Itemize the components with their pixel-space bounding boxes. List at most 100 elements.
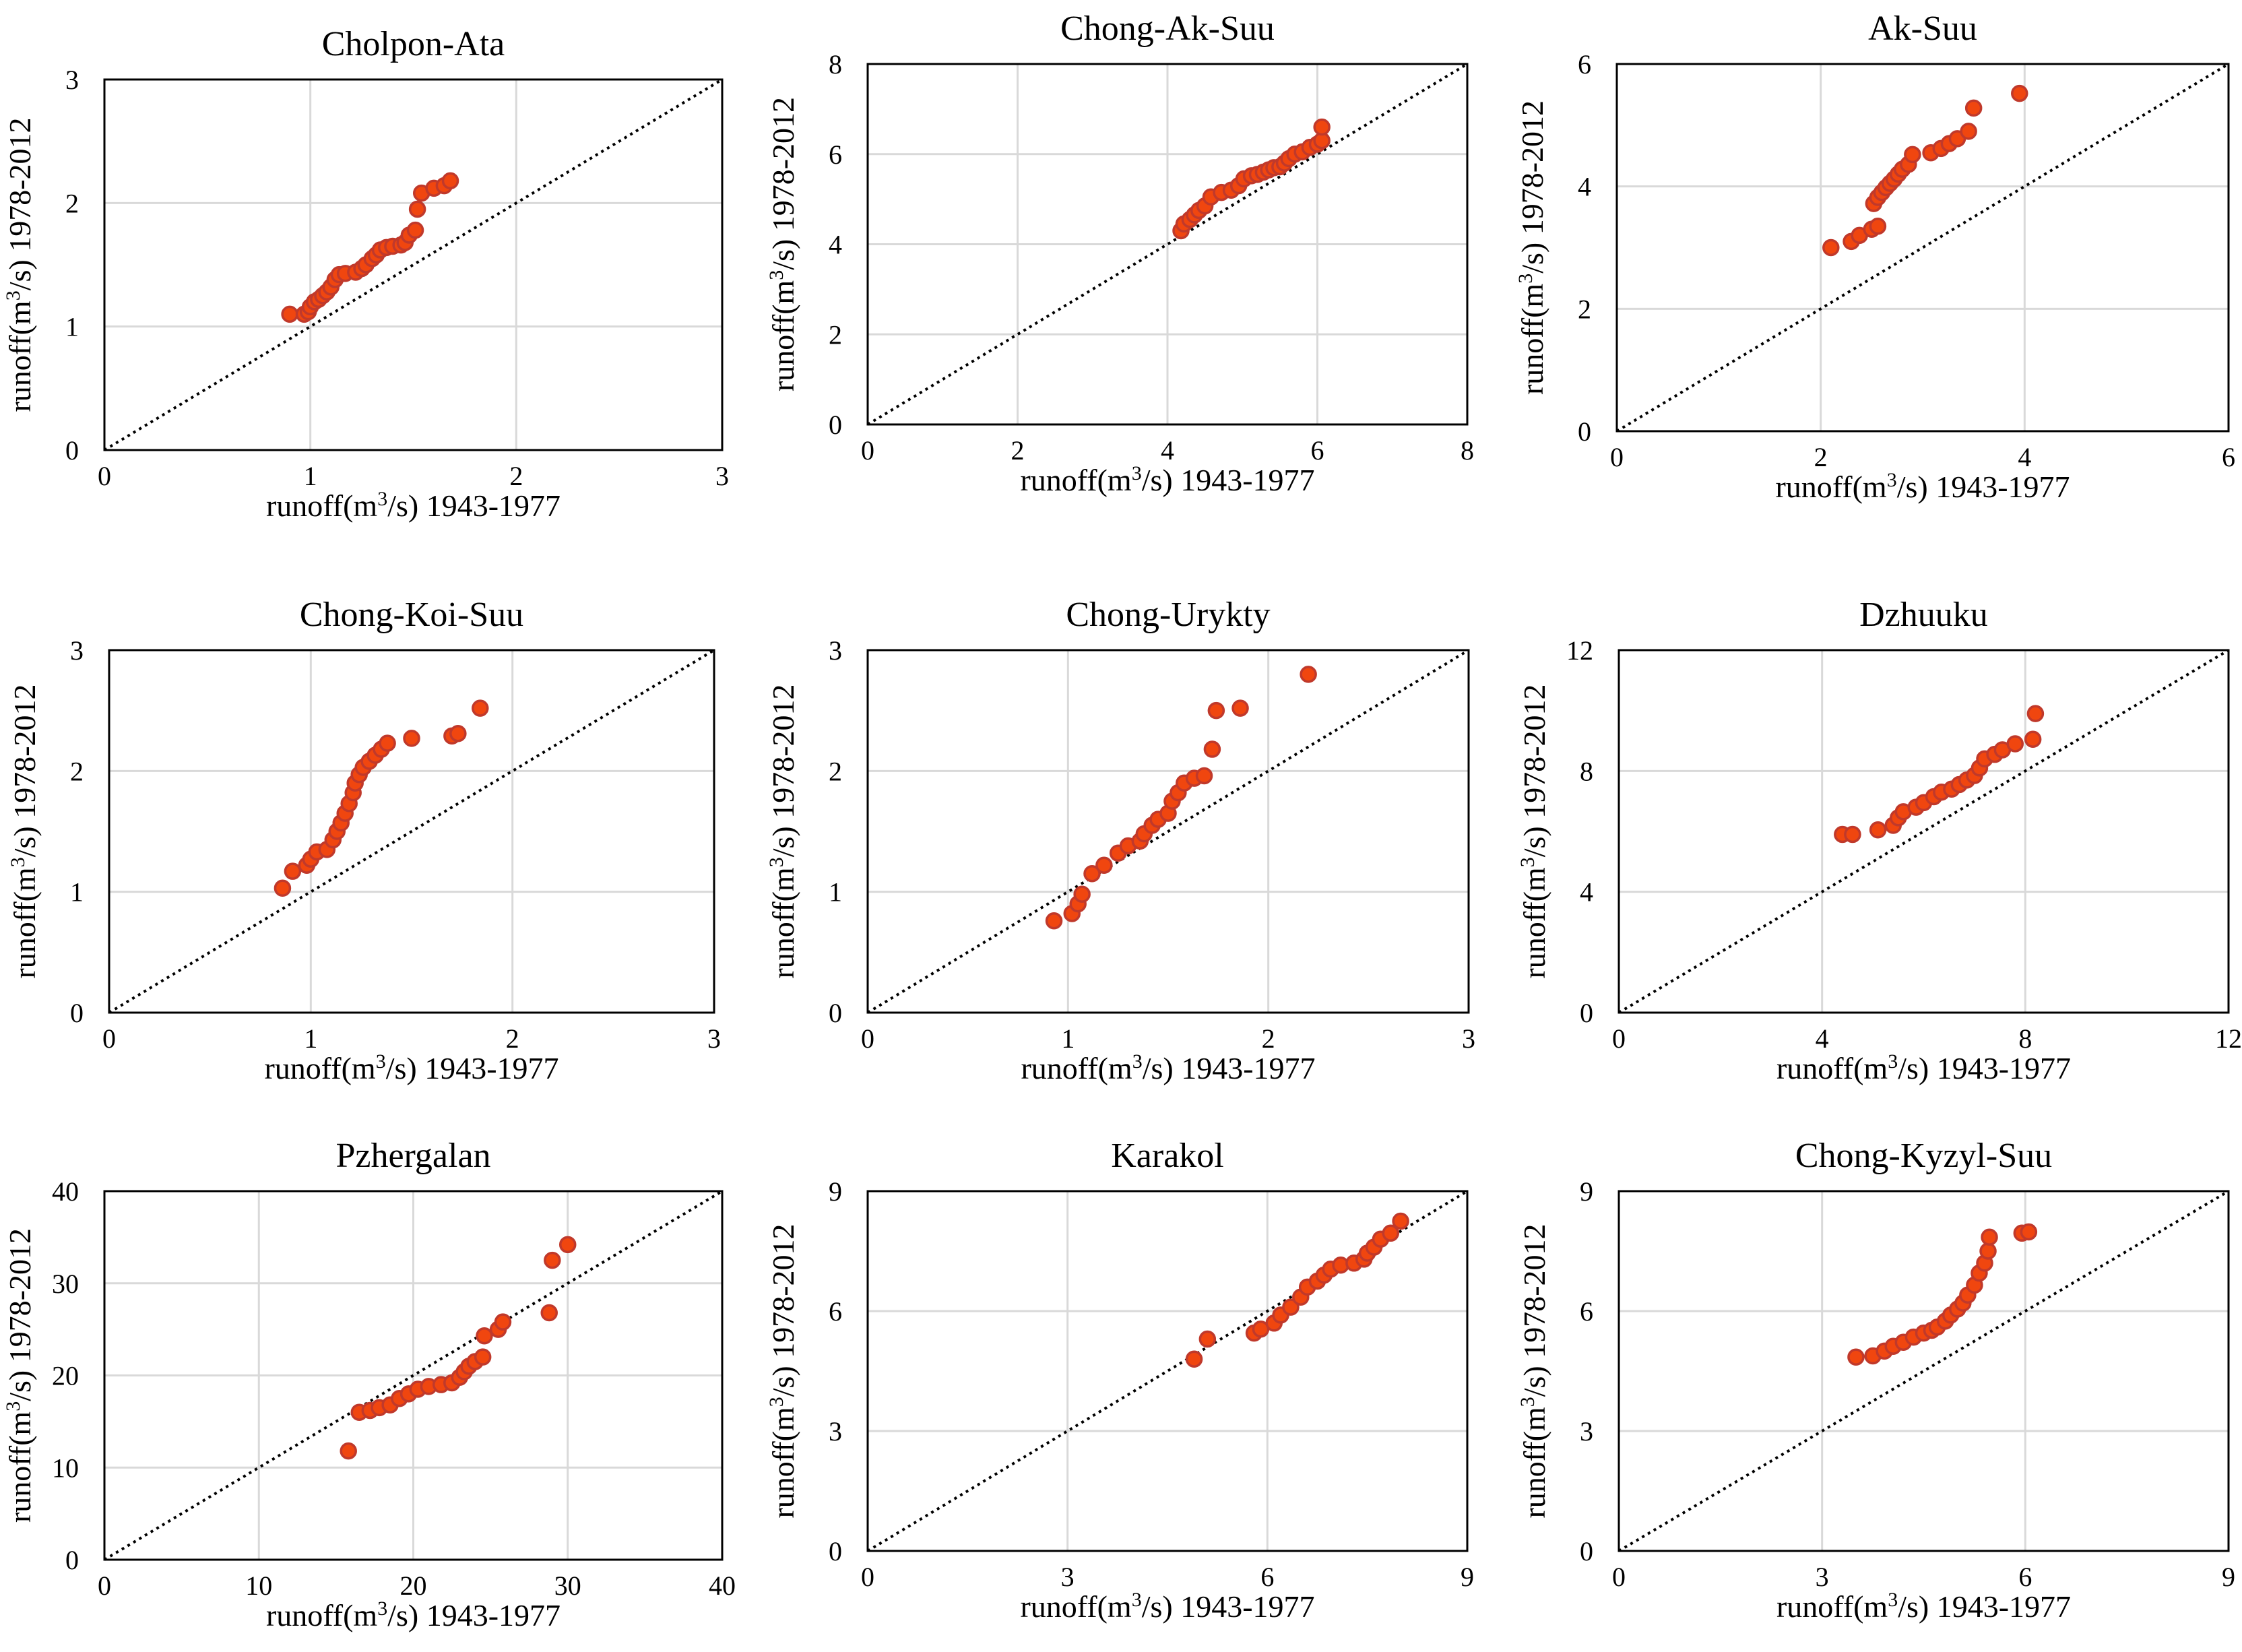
data-point [1300, 666, 1317, 683]
data-point [406, 221, 424, 239]
plot-frame [103, 1190, 724, 1561]
chart-title: Pzhergalan [335, 1137, 490, 1175]
x-tick-label: 2 [1814, 442, 1828, 472]
data-point [1095, 856, 1113, 874]
x-axis-label: runoff(m3/s) 1943-1977 [1775, 469, 2070, 504]
y-tick-label: 0 [1580, 1536, 1593, 1566]
x-tick-label: 4 [1816, 1023, 1829, 1054]
x-tick-label: 2 [509, 461, 523, 491]
x-tick-label: 0 [98, 461, 111, 491]
chart-title: Chong-Koi-Suu [300, 596, 523, 634]
x-tick-label: 0 [861, 1562, 874, 1592]
x-tick-label: 1 [304, 1023, 317, 1054]
x-tick-label: 0 [102, 1023, 116, 1054]
y-axis-label: runoff(m3/s) 1978-2012 [765, 684, 800, 978]
y-tick-label: 6 [1578, 49, 1591, 80]
y-tick-label: 3 [1580, 1416, 1593, 1447]
data-point [274, 879, 292, 897]
y-tick-label: 6 [829, 139, 842, 170]
y-tick-label: 30 [52, 1269, 79, 1299]
y-tick-label: 8 [829, 49, 842, 80]
y-tick-label: 1 [829, 877, 842, 908]
data-point [1282, 1298, 1300, 1316]
data-point [544, 1251, 561, 1269]
x-tick-label: 6 [2222, 442, 2235, 472]
y-tick-label: 4 [1580, 877, 1593, 908]
y-axis-label: runoff(m3/s) 1978-2012 [2, 117, 37, 412]
one-to-one-line [866, 63, 1469, 426]
y-tick-label: 0 [829, 410, 842, 440]
x-tick-label: 8 [1461, 435, 1474, 466]
one-to-one-line [1615, 63, 2230, 433]
x-tick-label: 1 [1061, 1023, 1075, 1054]
chart-title: Chong-Urykty [1066, 596, 1270, 634]
y-tick-label: 9 [1580, 1176, 1593, 1207]
data-point [474, 1348, 492, 1366]
data-point [340, 1442, 357, 1460]
chart-panel-9: 0 3 6 9 0 3 6 9 Chong-Kyzyl-Suu runoff(m3/s) 1943… [1516, 1137, 2235, 1624]
data-point [1981, 1228, 1998, 1246]
plot-frame [103, 78, 724, 451]
chart-title: Dzhuuku [1859, 596, 1988, 634]
data-point [2006, 735, 2024, 753]
data-point [1207, 701, 1225, 720]
y-tick-label: 3 [70, 635, 84, 666]
x-tick-label: 3 [1816, 1562, 1829, 1592]
y-axis-label: runoff(m3/s) 1978-2012 [1516, 684, 1551, 978]
x-tick-label: 0 [1610, 442, 1624, 472]
data-point [1313, 118, 1331, 136]
data-point [449, 724, 467, 742]
x-tick-label: 40 [709, 1570, 736, 1601]
chart-panel-7: 0 10 20 30 40 0 10 20 30 40 Pzhergalan runoff(m3/s)… [2, 1137, 736, 1632]
y-tick-label: 6 [829, 1296, 842, 1327]
data-point [281, 305, 298, 323]
x-tick-label: 0 [1612, 1562, 1626, 1592]
x-tick-label: 2 [1262, 1023, 1275, 1054]
x-tick-label: 20 [400, 1570, 427, 1601]
y-tick-label: 8 [1580, 756, 1593, 786]
x-axis-label: runoff(m3/s) 1943-1977 [1020, 1589, 1314, 1624]
data-point [1231, 699, 1249, 717]
y-tick-label: 4 [829, 230, 842, 260]
y-axis-label: runoff(m3/s) 1978-2012 [2, 1228, 37, 1523]
x-tick-label: 30 [554, 1570, 581, 1601]
data-point [1822, 239, 1840, 257]
data-point [472, 699, 489, 717]
data-point [1185, 1350, 1203, 1368]
data-point [1083, 865, 1101, 883]
data-point [284, 862, 302, 880]
one-to-one-line [103, 78, 724, 451]
y-tick-label: 3 [829, 1416, 842, 1447]
data-point [2026, 705, 2045, 722]
y-tick-label: 2 [829, 319, 842, 350]
x-axis-label: runoff(m3/s) 1943-1977 [266, 1597, 560, 1632]
data-point [1960, 123, 1977, 140]
chart-title: Chong-Kyzyl-Suu [1795, 1137, 2052, 1175]
y-tick-label: 0 [65, 435, 79, 466]
data-point [1392, 1212, 1409, 1230]
chart-title: Karakol [1111, 1137, 1223, 1175]
y-tick-label: 0 [829, 998, 842, 1028]
x-tick-label: 4 [1161, 435, 1174, 466]
data-point [2020, 1223, 2038, 1241]
data-point [1869, 821, 1887, 839]
y-tick-label: 2 [65, 188, 79, 218]
data-point [559, 1236, 577, 1254]
y-axis-label: runoff(m3/s) 1978-2012 [1514, 100, 1549, 395]
x-tick-label: 0 [98, 1570, 111, 1601]
y-tick-label: 20 [52, 1361, 79, 1391]
y-tick-label: 4 [1578, 172, 1591, 202]
x-tick-label: 2 [1011, 435, 1025, 466]
data-point [1045, 912, 1063, 930]
x-tick-label: 3 [707, 1023, 721, 1054]
one-to-one-line [1618, 1190, 2230, 1552]
x-tick-label: 2 [506, 1023, 519, 1054]
x-tick-label: 0 [861, 435, 874, 466]
data-point [540, 1304, 558, 1322]
chart-panel-2: 0 2 4 6 8 0 2 4 6 8 Chong-Ak-Suu runoff(m3/s) 1943-… [765, 9, 1474, 497]
plot-frame [866, 63, 1469, 426]
y-tick-label: 10 [52, 1453, 79, 1483]
data-point [1904, 146, 1921, 164]
plot-frame [1618, 649, 2230, 1014]
